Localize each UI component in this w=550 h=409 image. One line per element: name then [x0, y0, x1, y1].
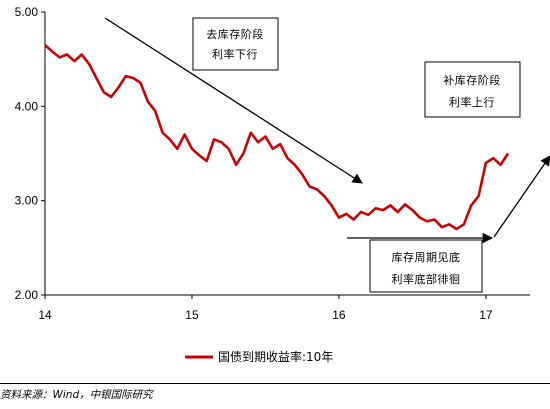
annotation-restocking: 补库存阶段 利率上行 — [424, 61, 521, 118]
chart: 5.00 4.00 3.00 2.00 14 15 16 17 去库存阶段 利率下行 补库存… — [15, 5, 550, 364]
source-note: 资料来源：Wind，中银国际研究 — [0, 389, 153, 401]
annotation-box — [424, 61, 521, 118]
annotation-line: 利率底部徘徊 — [392, 272, 461, 286]
x-tick-label: 17 — [479, 308, 493, 322]
x-tick-label: 16 — [332, 308, 346, 322]
y-tick-label: 4.00 — [15, 99, 39, 113]
annotation-bottom: 库存周期见底 利率底部徘徊 — [369, 239, 483, 293]
annotation-line: 补库存阶段 — [443, 73, 501, 87]
x-tick-label: 15 — [185, 308, 199, 322]
x-tick-label: 14 — [38, 308, 52, 322]
annotation-box — [192, 17, 279, 71]
y-tick-label: 2.00 — [15, 288, 39, 302]
annotation-line: 利率上行 — [449, 95, 495, 109]
source-rule — [0, 383, 550, 384]
x-axis-ticks: 14 15 16 17 — [38, 295, 493, 322]
y-tick-label: 3.00 — [15, 194, 39, 208]
annotation-box — [369, 239, 483, 293]
y-axis-ticks: 5.00 4.00 3.00 2.00 — [15, 5, 45, 302]
annotation-destocking: 去库存阶段 利率下行 — [192, 17, 279, 71]
trend-arrow-up — [493, 155, 550, 238]
y-tick-label: 5.00 — [15, 5, 39, 19]
series-line — [44, 44, 510, 231]
legend-label: 国债到期收益率:10年 — [218, 349, 333, 364]
series-layer — [44, 44, 510, 231]
annotation-line: 去库存阶段 — [206, 27, 264, 41]
annotation-line: 库存周期见底 — [392, 250, 461, 264]
annotation-line: 利率下行 — [212, 47, 258, 61]
trend-arrow-down — [104, 17, 363, 184]
legend: 国债到期收益率:10年 — [185, 349, 333, 364]
